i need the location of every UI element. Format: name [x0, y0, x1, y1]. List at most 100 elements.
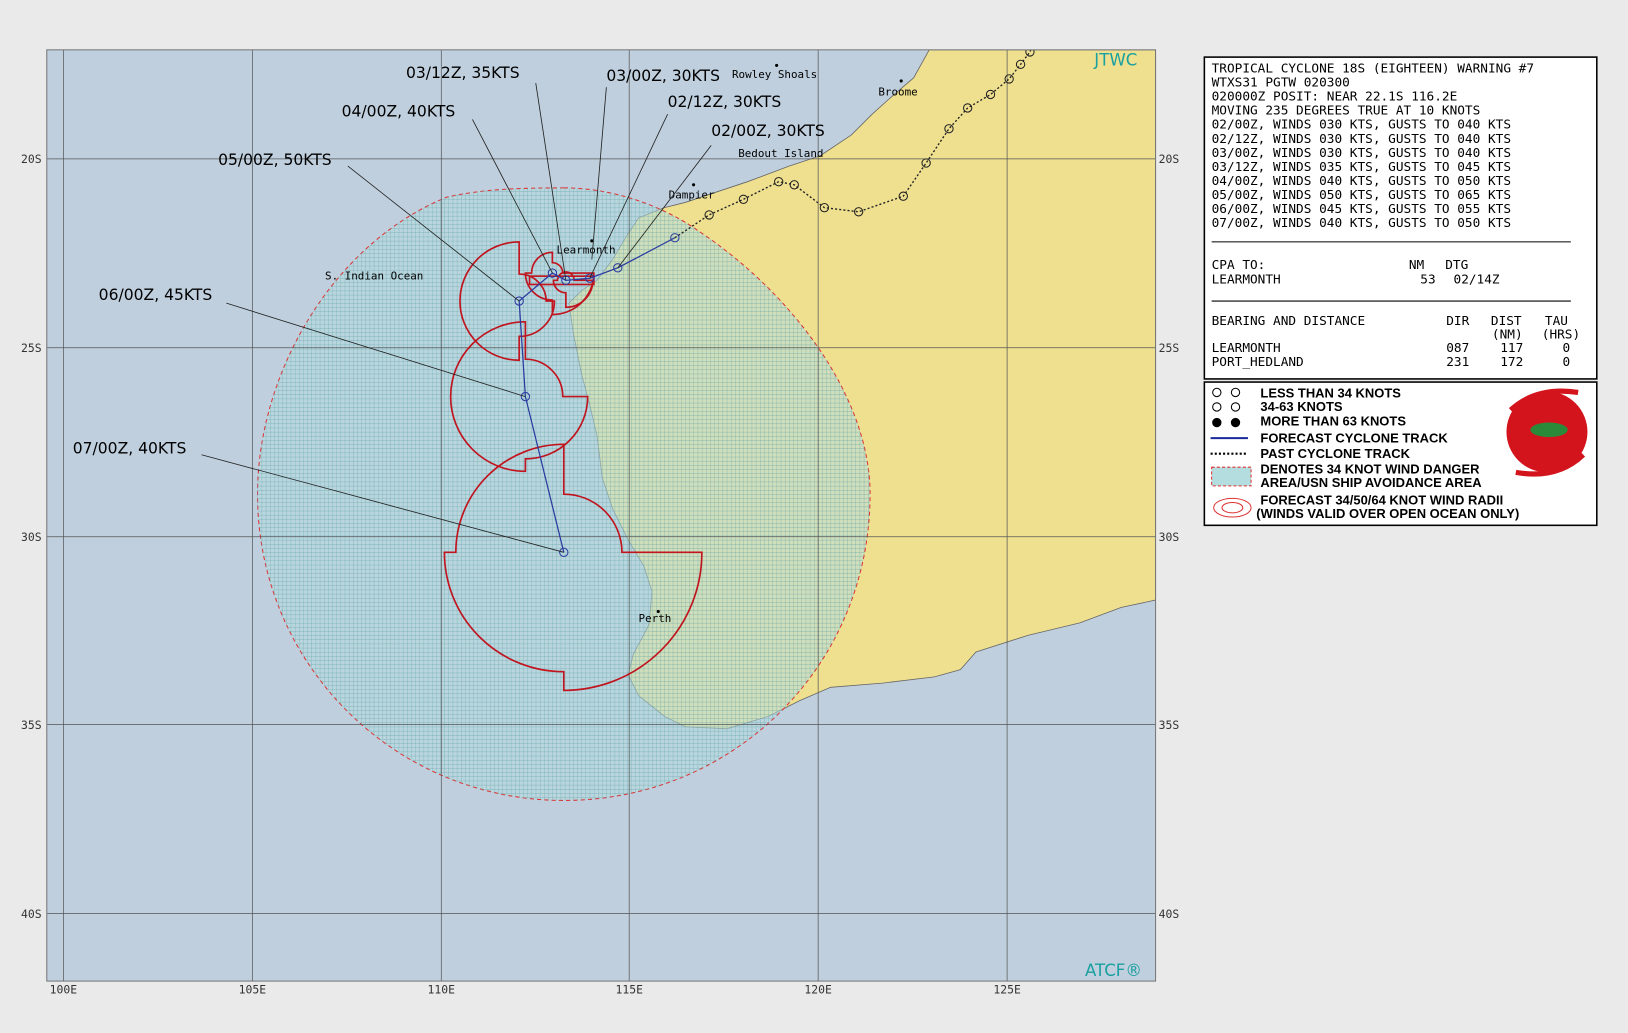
leader-line	[589, 114, 668, 279]
logo-islands	[1530, 422, 1568, 438]
lat-label: 35S	[21, 718, 42, 732]
past-position	[898, 191, 908, 201]
forecast-track	[518, 237, 676, 553]
past-position	[704, 210, 714, 220]
legend-item: MORE THAN 63 KNOTS	[1260, 414, 1406, 429]
past-position	[962, 103, 973, 113]
bearing-header: BEARING AND DISTANCE	[1212, 314, 1366, 329]
wind-radius	[449, 321, 589, 473]
past-position	[853, 207, 864, 217]
bearing-header: DIR	[1446, 314, 1469, 329]
leader-line	[201, 454, 564, 553]
past-position	[738, 194, 749, 205]
warning-box	[1203, 56, 1598, 380]
forecast-position	[520, 391, 531, 402]
legend-item: PAST CYCLONE TRACK	[1260, 446, 1410, 461]
lat-label: 25S	[1159, 341, 1180, 355]
logo-swirl	[1508, 388, 1586, 477]
wind-radii	[443, 241, 703, 692]
bearing-cell: 0	[1563, 341, 1571, 356]
icon	[1230, 387, 1241, 398]
lat-label: 30S	[1159, 530, 1180, 544]
place-label: Learmonth	[557, 243, 616, 256]
cpa-cell: LEARMONTH	[1212, 272, 1281, 287]
lon-label: 125E	[993, 983, 1021, 997]
lat-label: 25S	[21, 341, 42, 355]
lat-label: 20S	[21, 152, 42, 166]
forecast-position	[514, 296, 524, 306]
bearing-subheader: (HRS)	[1542, 327, 1580, 342]
bearing-cell: 117	[1500, 341, 1523, 356]
cpa-header: CPA TO:	[1212, 258, 1266, 273]
lat-label: 30S	[21, 530, 42, 544]
legend-item: 34-63 KNOTS	[1260, 399, 1343, 414]
legend-item: LESS THAN 34 KNOTS	[1260, 386, 1401, 401]
past-position	[1015, 59, 1026, 70]
past-position	[921, 158, 931, 168]
icon	[1213, 497, 1252, 518]
warning-line: MOVING 235 DEGREES TRUE AT 10 KNOTS	[1212, 104, 1481, 119]
cpa-cell: 02/14Z	[1454, 272, 1500, 287]
place-label: Rowley Shoals	[732, 68, 817, 81]
agency-label: JTWC	[1093, 50, 1137, 69]
legend-item: FORECAST 34/50/64 KNOT WIND RADII	[1260, 493, 1503, 508]
bearing-cell: 172	[1500, 355, 1523, 370]
leader-line	[591, 87, 607, 260]
place-label: Broome	[878, 86, 917, 99]
warning-line: 02/12Z, WINDS 030 KTS, GUSTS TO 040 KTS	[1212, 132, 1511, 147]
place-marker	[692, 183, 696, 187]
tracks	[514, 49, 1035, 557]
leader-line	[617, 145, 712, 269]
leader-line	[347, 165, 520, 302]
cpa-header: NM	[1409, 258, 1425, 273]
forecast-position	[559, 547, 569, 557]
forecast-position	[670, 233, 680, 243]
bearing-cell: 231	[1446, 355, 1469, 370]
lon-label: 115E	[615, 983, 643, 997]
lat-label: 35S	[1159, 718, 1180, 732]
forecast-position	[547, 268, 558, 278]
lat-label: 40S	[21, 907, 42, 921]
lon-label: 105E	[239, 983, 267, 997]
bearing-cell: 0	[1563, 355, 1571, 370]
icon	[1212, 402, 1222, 412]
place-label: Dampier	[669, 188, 715, 201]
wind-radius	[443, 443, 703, 692]
past-position	[819, 202, 830, 213]
past-position	[985, 89, 996, 100]
legend-item: (WINDS VALID OVER OPEN OCEAN ONLY)	[1256, 506, 1519, 521]
icon	[1212, 417, 1222, 428]
forecast-label: 07/00Z, 40KTS	[73, 440, 187, 458]
warning-line: 04/00Z, WINDS 040 KTS, GUSTS TO 050 KTS	[1212, 174, 1511, 189]
legend-item: DENOTES 34 KNOT WIND DANGER	[1260, 461, 1480, 476]
lat-label: 40S	[1159, 907, 1180, 921]
bearing-subheader: (NM)	[1492, 327, 1523, 342]
icon	[1221, 501, 1244, 514]
warning-line: WTXS31 PGTW 020300	[1212, 76, 1350, 91]
forecast-label: 03/12Z, 35KTS	[406, 64, 520, 82]
place-marker	[775, 63, 779, 67]
warning-line: 07/00Z, WINDS 040 KTS, GUSTS TO 050 KTS	[1212, 216, 1511, 231]
forecast-position	[561, 275, 571, 285]
forecast-label: 03/00Z, 30KTS	[606, 67, 720, 85]
place-label: S. Indian Ocean	[325, 269, 423, 282]
map-frame	[46, 49, 1157, 982]
place-label: Bedout Island	[738, 147, 823, 160]
warning-line: 06/00Z, WINDS 045 KTS, GUSTS TO 055 KTS	[1212, 202, 1511, 217]
place-marker	[656, 609, 660, 614]
legend-item: FORECAST CYCLONE TRACK	[1260, 430, 1448, 445]
warning-line: 05/00Z, WINDS 050 KTS, GUSTS TO 065 KTS	[1212, 188, 1511, 203]
graticule	[46, 49, 1156, 982]
past-position	[944, 124, 954, 134]
forecast-label: 05/00Z, 50KTS	[218, 151, 332, 169]
icon	[1230, 417, 1241, 428]
footer-label: ATCF®	[1085, 961, 1142, 980]
map	[46, 49, 1156, 982]
forecast-position	[613, 263, 623, 273]
warning-line: 03/12Z, WINDS 035 KTS, GUSTS TO 045 KTS	[1212, 160, 1511, 175]
lon-label: 120E	[804, 983, 832, 997]
forecast-position	[585, 273, 595, 283]
warning-line: TROPICAL CYCLONE 18S (EIGHTEEN) WARNING …	[1212, 62, 1534, 77]
